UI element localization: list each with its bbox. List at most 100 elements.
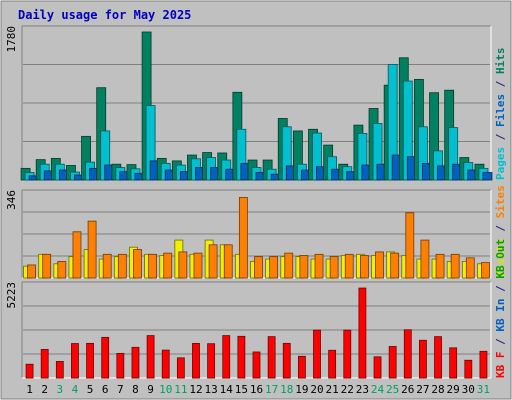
legend-part: Files [494,94,507,127]
chart-title: Daily usage for May 2025 [18,8,191,22]
bar-kb-f-day-12 [192,342,200,379]
legend-part: / [494,279,507,299]
x-tick-label: 27 [416,383,429,396]
legend-part: Visits [494,238,507,278]
bar-kb-f-day-1 [25,363,34,379]
bar-sites-day-19 [299,255,309,279]
legend-part: KB F [494,352,507,379]
bar-sites-day-10 [163,252,173,279]
panel-legend-label: KB F / KB In / KB Out [494,239,507,378]
bar-sites-day-5 [87,220,97,279]
bar-kb-f-day-7 [116,352,125,379]
bar-kb-f-day-5 [86,342,94,379]
bar-kb-f-day-22 [343,329,352,379]
bar-kb-f-day-25 [388,346,397,379]
x-tick-label: 16 [250,383,263,396]
panel-kbytes: 5223 KB F / KB In / KB Out [5,239,507,379]
x-tick-label: 24 [371,383,385,396]
x-tick-label: 8 [132,383,139,396]
bar-kb-f-day-30 [464,359,473,379]
bar-kb-f-day-26 [403,329,412,379]
bar-sites-day-16 [254,256,263,279]
bar-sites-day-14 [223,244,233,279]
bar-kb-f-day-17 [267,336,276,379]
bar-sites-day-7 [117,253,127,279]
x-tick-label: 30 [462,383,475,396]
legend-part: / [494,218,507,238]
bar-kb-f-day-19 [297,355,306,379]
bar-sites-day-13 [208,244,218,279]
panel-legend-label: Visits / Sites [494,185,507,278]
bar-kb-f-day-4 [71,343,79,379]
legend-part: KB Out [494,239,507,279]
bar-kb-f-day-21 [328,349,337,379]
bar-kb-f-day-18 [282,342,291,379]
bar-sites-day-2 [42,253,52,279]
x-tick-label: 21 [326,383,339,396]
bar-sites-day-11 [178,251,188,279]
bar-sites-day-3 [57,261,67,279]
legend-part: / [494,332,507,352]
bar-sites-day-4 [72,231,82,279]
chart-panels: 1780 Pages / Files / Hits 346 Visits / Site… [5,25,507,379]
bar-sites-day-15 [238,197,248,279]
bar-kb-f-day-15 [237,335,246,379]
x-tick-label: 13 [204,383,217,396]
x-tick-label: 18 [280,383,293,396]
bar-sites-day-25 [390,252,400,279]
legend-part: Sites [494,185,507,218]
bar-sites-day-1 [27,264,36,279]
x-tick-label: 23 [356,383,369,396]
x-tick-label: 7 [117,383,124,396]
bar-sites-day-24 [375,251,384,279]
x-tick-label: 28 [431,383,444,396]
legend-part: KB In [494,299,507,332]
x-tick-label: 6 [102,383,109,396]
bar-sites-day-21 [329,256,339,279]
bar-sites-day-23 [360,255,369,279]
x-tick-label: 10 [159,383,172,396]
bar-kb-f-day-9 [146,335,155,379]
bar-kb-f-day-10 [161,349,170,379]
x-tick-label: 25 [386,383,399,396]
x-tick-label: 22 [341,383,354,396]
bar-kb-f-day-20 [313,329,321,379]
x-axis: 1 2 3 4 5 6 7 8 9 10 11 12 13 14 15 16 17 18 19 20 21 22 23 24 2… [26,383,490,396]
bar-pages-day-31 [482,172,493,181]
bar-sites-day-31 [481,262,490,279]
bar-kb-f-day-6 [101,336,110,379]
bar-sites-day-17 [269,256,279,279]
bar-sites-day-30 [465,257,475,279]
x-tick-label: 1 [26,383,33,396]
x-tick-label: 29 [447,383,460,396]
panel-hits: 1780 Pages / Files / Hits [5,25,507,181]
x-tick-label: 19 [295,383,308,396]
bar-kb-f-day-8 [131,346,140,379]
x-tick-label: 5 [87,383,94,396]
bar-kb-f-day-2 [40,348,49,379]
bar-sites-day-18 [284,252,294,279]
x-tick-label: 17 [265,383,278,396]
x-tick-label: 31 [477,383,490,396]
legend-part: / [494,127,507,147]
x-tick-label: 11 [174,383,187,396]
x-tick-label: 3 [57,383,64,396]
bar-kb-f-day-24 [373,356,382,379]
bar-kb-f-day-3 [55,361,64,379]
x-tick-label: 4 [72,383,79,396]
x-tick-label: 15 [235,383,248,396]
x-tick-label: 14 [220,383,234,396]
x-tick-label: 9 [147,383,154,396]
y-max-label: 346 [5,190,18,210]
bar-kb-f-day-27 [419,339,427,379]
bar-kb-f-day-13 [207,343,216,379]
x-tick-label: 2 [41,383,48,396]
bar-sites-day-22 [344,253,354,279]
bar-kb-f-day-14 [222,335,231,379]
bar-sites-day-20 [314,253,324,279]
bar-sites-day-29 [450,253,460,279]
legend-part: / [494,74,507,94]
legend-part: Pages [494,147,507,180]
bar-sites-day-8 [133,249,142,279]
legend-part: Hits [494,48,507,75]
